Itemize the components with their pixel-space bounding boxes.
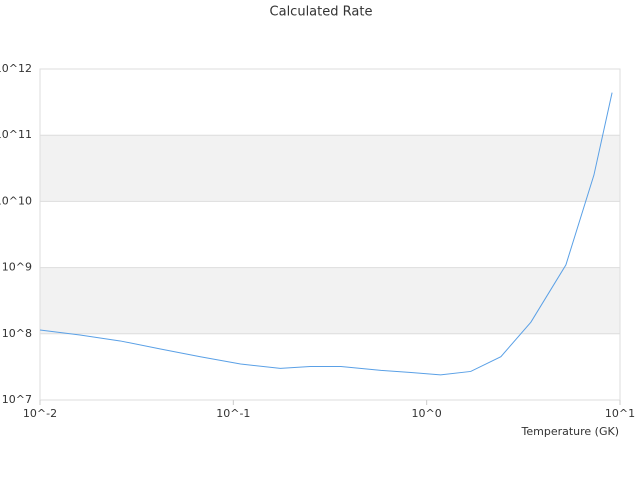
- x-tick-label: 10^1: [605, 407, 635, 420]
- y-tick-label: 10^9: [2, 261, 32, 274]
- plot-frame: [39, 68, 621, 401]
- x-tick-label: 10^0: [412, 407, 442, 420]
- y-tick-label: 10^7: [2, 393, 32, 406]
- y-tick-label: 10^12: [0, 62, 32, 75]
- data-line: [39, 92, 613, 376]
- y-tick-label: 10^10: [0, 194, 32, 207]
- grid-band: [40, 135, 620, 202]
- y-tick-label: 10^8: [2, 327, 32, 340]
- x-tick-label: 10^-2: [23, 407, 57, 420]
- grid-band: [40, 267, 620, 334]
- y-tick-label: 10^11: [0, 128, 32, 141]
- chart-title: Calculated Rate: [270, 5, 373, 20]
- x-tick-label: 10^-1: [216, 407, 250, 420]
- x-axis-label: Temperature (GK): [521, 425, 620, 438]
